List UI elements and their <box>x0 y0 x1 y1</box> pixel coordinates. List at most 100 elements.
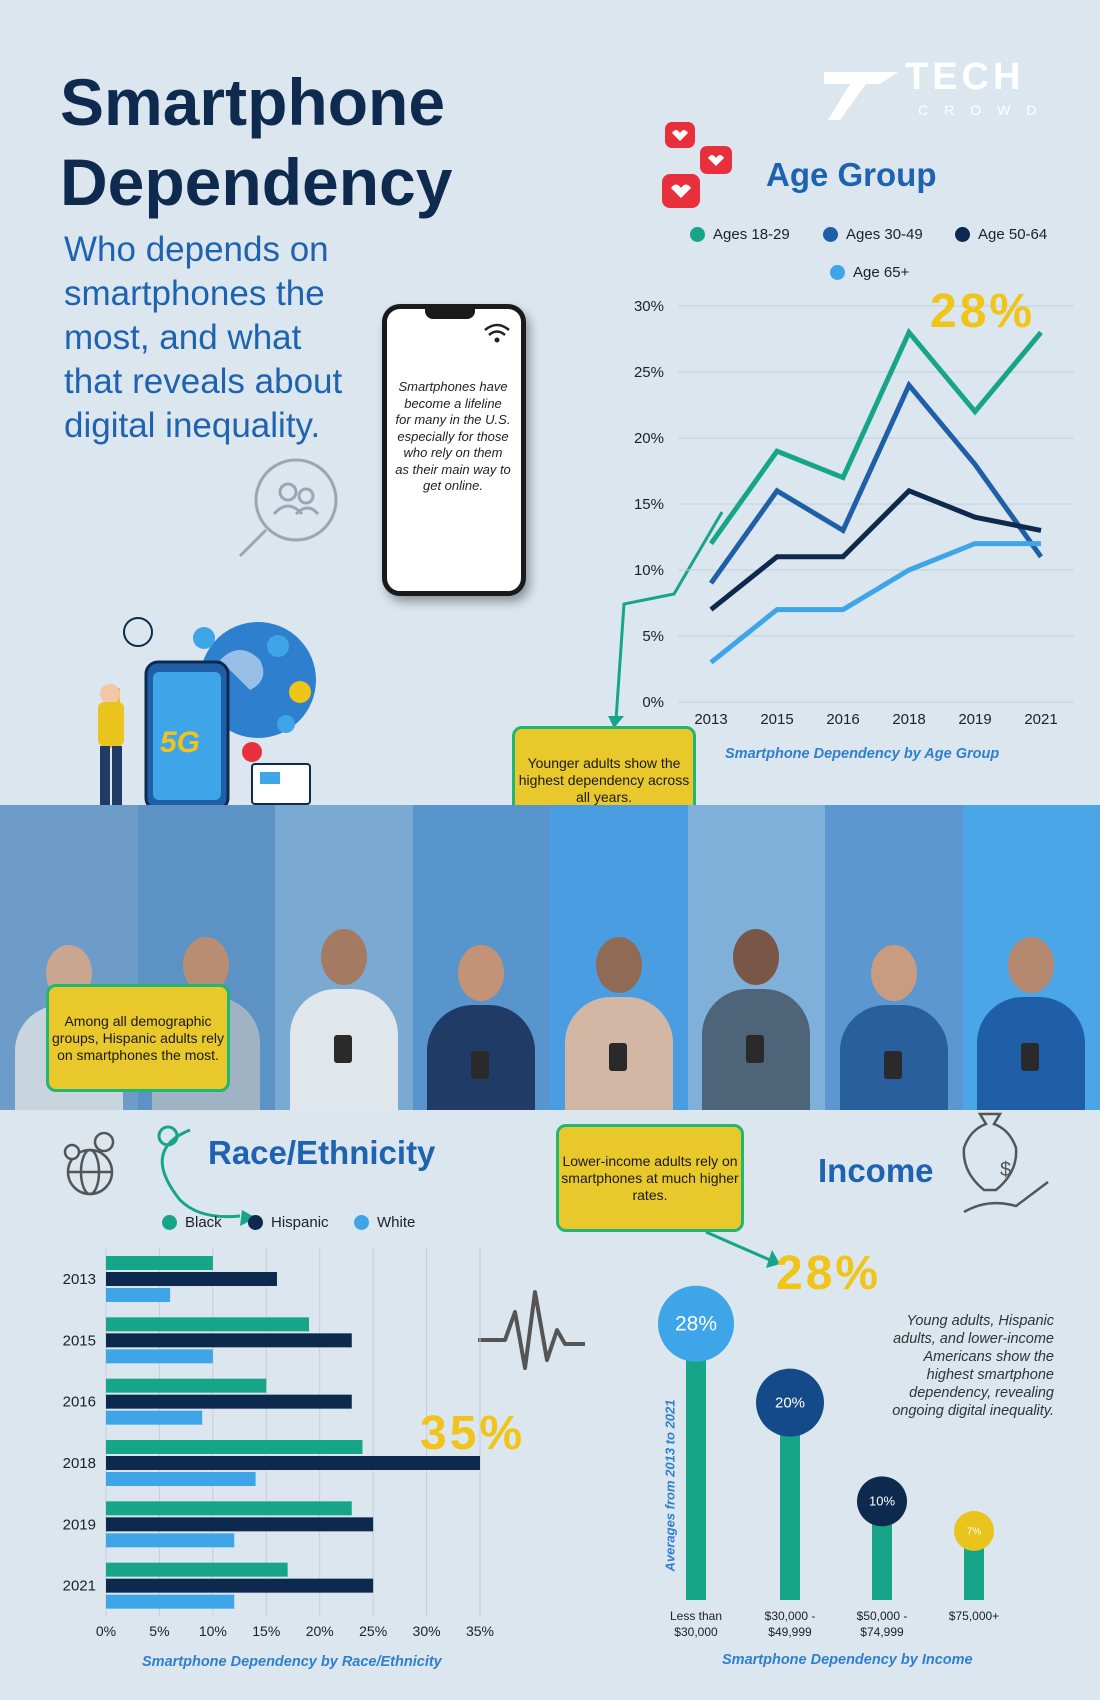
bar <box>780 1402 800 1600</box>
x-tick-label: 10% <box>199 1623 227 1639</box>
data-label: 7% <box>967 1526 982 1537</box>
phone-in-hand <box>883 1051 902 1079</box>
legend-item-black: Black <box>162 1214 222 1231</box>
legend-item-18-29: Ages 18-29 <box>690 226 790 243</box>
x-tick-label: 35% <box>466 1623 494 1639</box>
category-label: $50,000 - <box>857 1609 908 1623</box>
person-head <box>870 945 917 1001</box>
5g-label: 5G <box>160 726 200 759</box>
bar <box>106 1594 235 1609</box>
legend-label: Black <box>185 1214 222 1231</box>
category-label: 2013 <box>63 1271 96 1288</box>
legend-item-50-64: Age 50-64 <box>955 226 1047 243</box>
person-silhouette <box>289 929 398 1110</box>
value-bubble <box>756 1368 824 1437</box>
age-line-chart: 0% 5% 10% 15% 20% 25% 30% 2013 2015 2016 2018 2019 2… <box>634 298 1074 728</box>
logo-mark-icon <box>820 62 902 122</box>
hearts-icon <box>662 122 732 208</box>
magnifier-people-icon <box>238 458 338 558</box>
phone-in-hand <box>746 1035 765 1063</box>
globe-pins-icon <box>63 1131 115 1196</box>
income-chart-title: Income <box>818 1152 934 1189</box>
person-head <box>458 945 505 1001</box>
bar <box>106 1317 310 1332</box>
x-tick-label: 30% <box>413 1623 441 1639</box>
bar <box>106 1472 256 1486</box>
race-legend: Black Hispanic White <box>162 1214 442 1234</box>
person-head <box>595 937 642 993</box>
legend-item-white: White <box>354 1214 415 1231</box>
category-label: 2015 <box>63 1332 96 1349</box>
category-label: 2021 <box>63 1578 96 1595</box>
age-callout-arrow <box>614 511 724 721</box>
title-line-2: Dependency <box>60 145 453 219</box>
phone-in-hand <box>1021 1043 1040 1071</box>
category-label: Less than <box>670 1609 722 1623</box>
bar <box>106 1562 288 1577</box>
5g-illustration: 5G <box>98 617 316 812</box>
bar <box>106 1256 213 1270</box>
legend-item-30-49: Ages 30-49 <box>823 226 923 243</box>
race-chart-title: Race/Ethnicity <box>208 1134 436 1171</box>
series-line <box>708 380 1044 585</box>
x-tick-label: 2016 <box>826 711 859 728</box>
category-label: 2016 <box>63 1394 96 1411</box>
data-label: 10% <box>869 1494 895 1509</box>
photo-stripe <box>687 805 825 1110</box>
age-chart-title: Age Group <box>766 156 937 193</box>
phone-mockup: Smartphones have become a lifeline for m… <box>382 304 526 596</box>
y-tick-label: 0% <box>642 694 664 711</box>
x-tick-label: 2018 <box>892 711 925 728</box>
category-label: $74,999 <box>860 1625 904 1639</box>
page-title: Smartphone Dependency <box>60 62 452 222</box>
bar <box>106 1378 267 1393</box>
category-label: $30,000 <box>674 1625 718 1639</box>
income-callout: Lower-income adults rely on smartphones … <box>556 1124 744 1232</box>
legend-label: Hispanic <box>271 1214 329 1231</box>
legend-swatch <box>823 227 838 242</box>
y-tick-label: 15% <box>634 496 664 513</box>
phone-in-hand <box>608 1043 627 1071</box>
photo-stripe <box>825 805 963 1110</box>
y-tick-label: 25% <box>634 364 664 381</box>
value-bubble <box>857 1476 907 1527</box>
people-photo-band <box>0 805 1100 1110</box>
bar <box>106 1288 171 1302</box>
logo-wordmark: TECH <box>905 56 1025 98</box>
age-callout-text: Younger adults show the highest dependen… <box>518 754 690 805</box>
series-line <box>709 541 1041 665</box>
bar <box>106 1349 213 1364</box>
bar <box>106 1333 352 1348</box>
person-silhouette <box>977 937 1086 1110</box>
y-tick-label: 20% <box>634 430 664 447</box>
income-highlight-number: 28% <box>776 1247 882 1300</box>
category-label: 2018 <box>63 1455 96 1472</box>
legend-swatch <box>830 265 845 280</box>
person-head <box>320 929 367 985</box>
race-callout: Among all demographic groups, Hispanic a… <box>46 984 230 1092</box>
race-callout-text: Among all demographic groups, Hispanic a… <box>52 1012 224 1063</box>
bar <box>106 1410 203 1425</box>
person-head <box>1008 937 1055 993</box>
bar <box>686 1323 706 1600</box>
data-label: 20% <box>775 1395 805 1412</box>
y-tick-label: 10% <box>634 562 664 579</box>
data-label: 28% <box>675 1313 717 1336</box>
person-head <box>183 937 230 993</box>
race-bar-chart: 0% 5% 10% 15% 20% 25% 30% 35% 2013 2015 2016 2018 20… <box>63 1248 494 1639</box>
bar <box>106 1517 374 1532</box>
category-label: 2019 <box>63 1516 96 1533</box>
income-chart-caption: Smartphone Dependency by Income <box>722 1652 973 1668</box>
value-bubble <box>954 1510 994 1551</box>
bar <box>106 1440 363 1454</box>
series-line <box>709 487 1042 612</box>
bar <box>872 1501 892 1600</box>
svg-text:$: $ <box>1000 1159 1011 1181</box>
x-tick-label: 5% <box>149 1623 169 1639</box>
y-tick-label: 5% <box>642 628 664 645</box>
legend-swatch <box>162 1215 177 1230</box>
race-chart-caption: Smartphone Dependency by Race/Ethnicity <box>142 1654 442 1670</box>
legend-swatch <box>354 1215 369 1230</box>
category-label: $75,000+ <box>949 1609 999 1623</box>
